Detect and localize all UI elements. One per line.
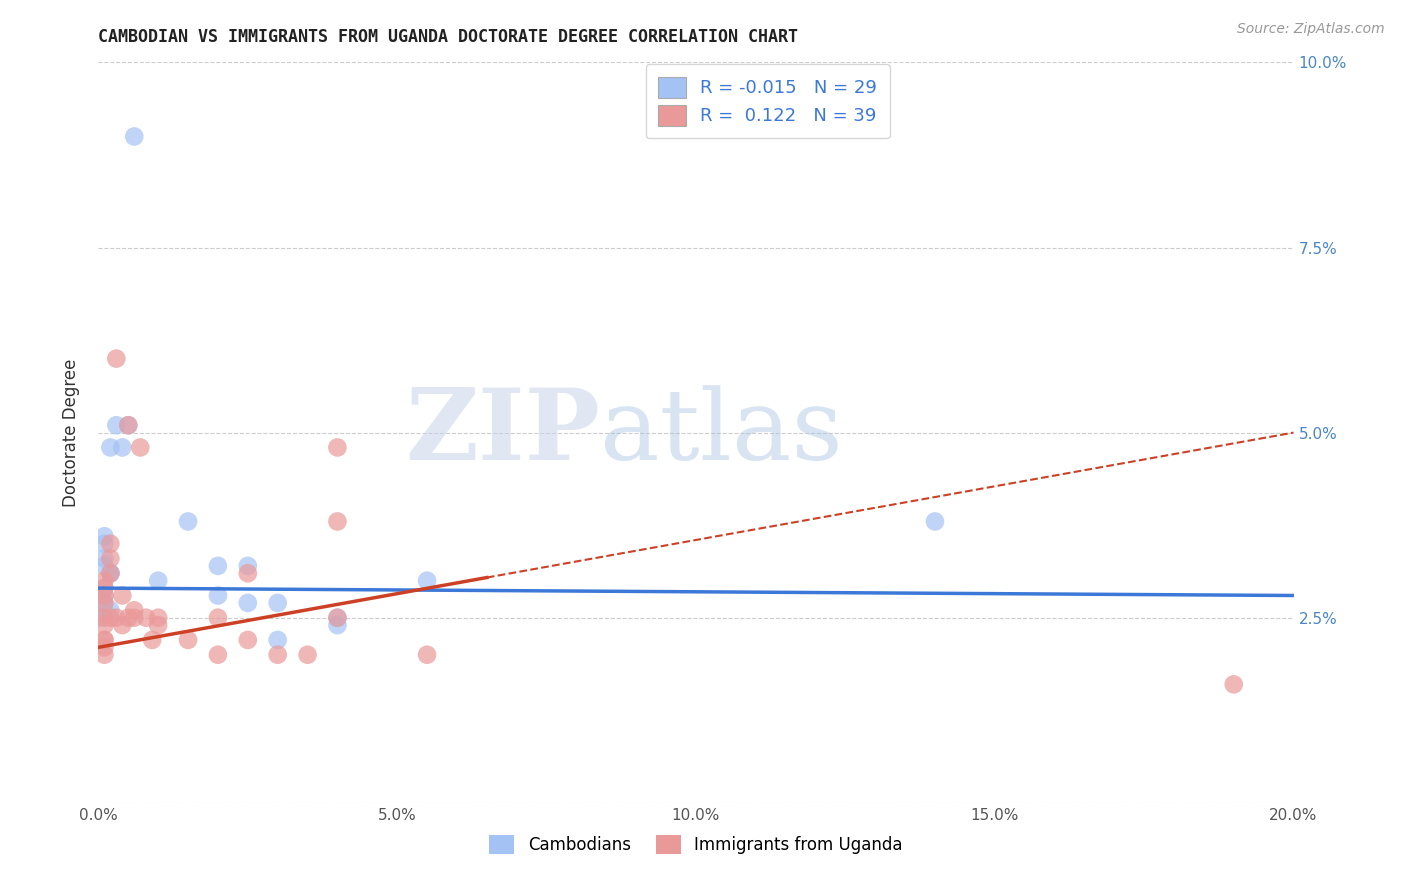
Point	[105, 418, 128, 433]
Point	[236, 558, 259, 573]
Point	[93, 618, 115, 632]
Point	[111, 618, 134, 632]
Point	[111, 441, 134, 455]
Point	[1223, 677, 1246, 691]
Point	[207, 648, 229, 662]
Point	[98, 536, 122, 550]
Point	[124, 603, 146, 617]
Point	[326, 610, 349, 624]
Point	[93, 574, 115, 588]
Point	[98, 566, 122, 581]
Point	[326, 515, 349, 529]
Point	[207, 589, 229, 603]
Point	[177, 632, 200, 647]
Point	[124, 129, 146, 144]
Point	[93, 551, 115, 566]
Point	[326, 441, 349, 455]
Point	[236, 632, 259, 647]
Point	[236, 566, 259, 581]
Point	[416, 648, 439, 662]
Point	[267, 632, 290, 647]
Point	[267, 596, 290, 610]
Point	[148, 610, 170, 624]
Point	[111, 589, 134, 603]
Point	[297, 648, 319, 662]
Point	[93, 596, 115, 610]
Point	[236, 596, 259, 610]
Point	[117, 418, 139, 433]
Point	[98, 551, 122, 566]
Point	[148, 618, 170, 632]
Point	[326, 610, 349, 624]
Point	[105, 610, 128, 624]
Point	[98, 566, 122, 581]
Point	[124, 610, 146, 624]
Point	[148, 574, 170, 588]
Point	[93, 648, 115, 662]
Point	[98, 566, 122, 581]
Legend: Cambodians, Immigrants from Uganda: Cambodians, Immigrants from Uganda	[482, 829, 910, 861]
Text: Source: ZipAtlas.com: Source: ZipAtlas.com	[1237, 22, 1385, 37]
Point	[141, 632, 163, 647]
Text: CAMBODIAN VS IMMIGRANTS FROM UGANDA DOCTORATE DEGREE CORRELATION CHART: CAMBODIAN VS IMMIGRANTS FROM UGANDA DOCT…	[98, 28, 799, 45]
Point	[93, 581, 115, 595]
Point	[207, 610, 229, 624]
Point	[267, 648, 290, 662]
Point	[105, 351, 128, 366]
Point	[98, 441, 122, 455]
Text: ZIP: ZIP	[405, 384, 600, 481]
Point	[326, 618, 349, 632]
Text: atlas: atlas	[600, 384, 844, 481]
Y-axis label: Doctorate Degree: Doctorate Degree	[62, 359, 80, 507]
Point	[93, 596, 115, 610]
Point	[93, 610, 115, 624]
Point	[93, 632, 115, 647]
Point	[416, 574, 439, 588]
Point	[924, 515, 946, 529]
Point	[93, 558, 115, 573]
Point	[135, 610, 157, 624]
Point	[177, 515, 200, 529]
Point	[93, 632, 115, 647]
Point	[93, 603, 115, 617]
Point	[98, 610, 122, 624]
Point	[93, 529, 115, 543]
Point	[93, 589, 115, 603]
Point	[87, 610, 110, 624]
Point	[93, 581, 115, 595]
Point	[98, 603, 122, 617]
Point	[117, 418, 139, 433]
Point	[93, 589, 115, 603]
Point	[93, 640, 115, 655]
Point	[93, 536, 115, 550]
Point	[207, 558, 229, 573]
Point	[117, 610, 139, 624]
Point	[129, 441, 152, 455]
